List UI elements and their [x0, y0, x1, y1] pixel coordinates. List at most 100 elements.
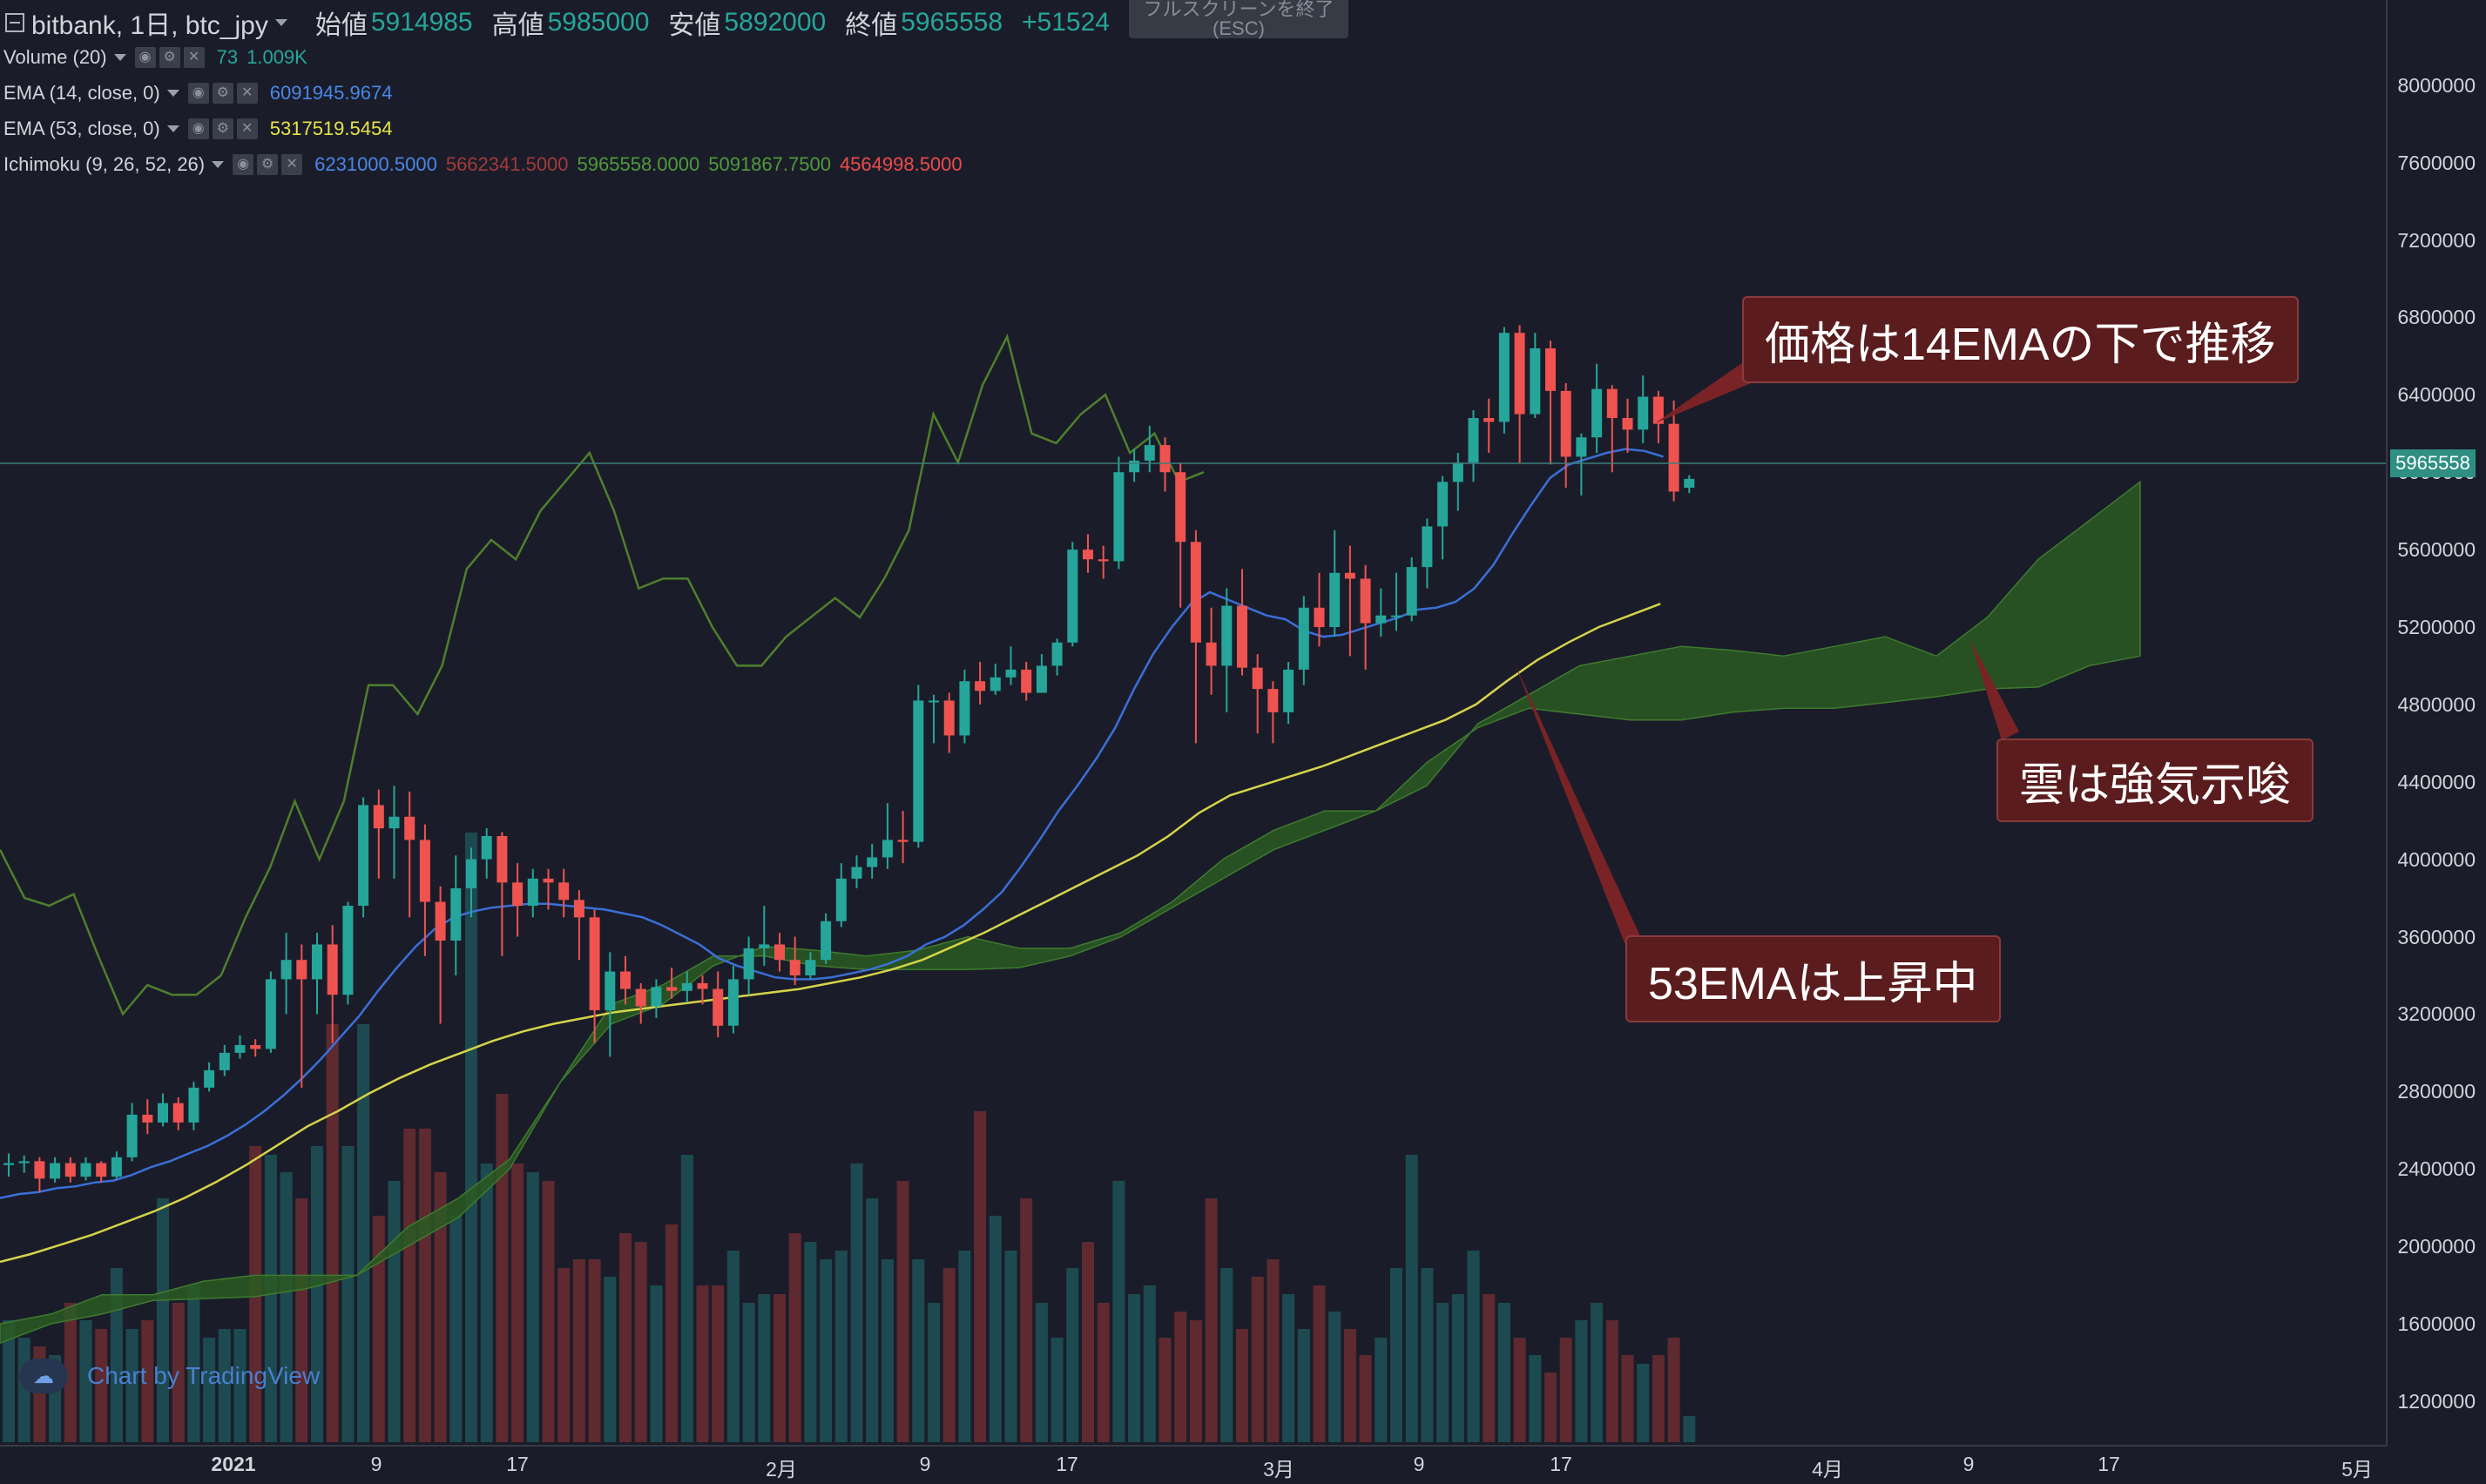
eye-icon[interactable]: ◉ [187, 83, 209, 104]
low-label: 安値 [668, 11, 721, 40]
gear-icon[interactable]: ⚙ [212, 118, 233, 139]
candle-body [204, 1069, 215, 1088]
y-tick-label: 2000000 [2397, 1235, 2476, 1258]
candle-body [1083, 550, 1093, 560]
candle-body [759, 944, 770, 948]
candle-body [111, 1157, 122, 1177]
volume-bar [1251, 1277, 1264, 1442]
chevron-down-icon[interactable] [212, 161, 225, 168]
volume-bar [788, 1233, 801, 1442]
candle-body [388, 816, 400, 829]
ichimoku-cloud [0, 480, 2141, 1345]
x-tick-label: 17 [1056, 1453, 1078, 1475]
close-icon[interactable]: ✕ [236, 83, 258, 104]
candle-body [605, 971, 616, 1010]
close-icon[interactable]: ✕ [236, 118, 258, 139]
volume-bar [1343, 1329, 1356, 1442]
candle-body [929, 700, 939, 703]
gear-icon[interactable]: ⚙ [257, 154, 279, 175]
candle-body [1005, 669, 1017, 678]
volume-bar [1483, 1294, 1496, 1442]
volume-bar [1405, 1155, 1418, 1442]
annotation-cloud[interactable]: 雲は強気示唆 [1996, 739, 2314, 822]
candle-body [913, 700, 924, 842]
indicator-volume[interactable]: Volume (20) ◉ ⚙ ✕ 73 1.009K [3, 42, 307, 73]
candle-body [64, 1163, 76, 1177]
candle-body [50, 1163, 61, 1179]
symbol-title[interactable]: bitbank, 1日, btc_jpy [31, 11, 268, 40]
close-label: 終値 [845, 11, 898, 40]
eye-icon[interactable]: ◉ [134, 47, 156, 68]
ema53-line [0, 603, 1661, 1264]
chevron-down-icon[interactable] [113, 54, 126, 61]
ema14-line [0, 448, 1664, 1199]
volume-bar [866, 1198, 879, 1442]
y-tick-label: 1200000 [2397, 1389, 2476, 1413]
volume-bar [1513, 1338, 1526, 1442]
indicator-ema14[interactable]: EMA (14, close, 0) ◉ ⚙ ✕ 6091945.9674 [3, 78, 392, 109]
eye-icon[interactable]: ◉ [233, 154, 254, 175]
volume-bar [233, 1329, 247, 1442]
indicator-label[interactable]: Ichimoku (9, 26, 52, 26) [3, 153, 206, 175]
indicator-label[interactable]: EMA (14, close, 0) [3, 82, 160, 104]
chevron-down-icon[interactable] [274, 19, 287, 26]
volume-bar [480, 1164, 493, 1442]
indicator-label[interactable]: Volume (20) [3, 46, 107, 68]
eye-icon[interactable]: ◉ [187, 118, 209, 139]
volume-bar [1205, 1198, 1218, 1442]
candle-body [1483, 418, 1495, 422]
chevron-down-icon[interactable] [166, 125, 179, 132]
candle-body [1622, 418, 1633, 430]
volume-bar [1497, 1303, 1510, 1442]
volume-bar [1467, 1251, 1480, 1442]
volume-bar [311, 1146, 323, 1442]
volume-bar [974, 1111, 987, 1442]
candle-body [1344, 572, 1355, 579]
gear-icon[interactable]: ⚙ [212, 83, 233, 104]
candle-body [1051, 642, 1063, 666]
x-tick-label: 17 [2098, 1453, 2120, 1475]
volume-bar [1621, 1355, 1634, 1442]
candle-body [1036, 665, 1047, 693]
candle-body [1237, 605, 1247, 668]
candle-body [1267, 689, 1279, 712]
candle-body [219, 1052, 230, 1070]
indicator-label[interactable]: EMA (53, close, 0) [3, 118, 160, 139]
close-icon[interactable]: ✕ [183, 47, 205, 68]
cloud-icon: ☁ [19, 1359, 68, 1393]
close-icon[interactable]: ✕ [281, 154, 303, 175]
collapse-icon[interactable] [5, 13, 24, 32]
indicator-ema53[interactable]: EMA (53, close, 0) ◉ ⚙ ✕ 5317519.5454 [3, 113, 392, 145]
volume-bar [64, 1303, 77, 1442]
y-tick-label: 1600000 [2397, 1312, 2476, 1335]
volume-bar [3, 1320, 15, 1442]
volume-bar [218, 1329, 231, 1442]
indicator-ichimoku[interactable]: Ichimoku (9, 26, 52, 26) ◉ ⚙ ✕ 6231000.500… [3, 149, 963, 180]
candle-body [358, 805, 369, 906]
annotation-ema14[interactable]: 価格は14EMAの下で推移 [1742, 296, 2299, 383]
volume-bar [403, 1129, 416, 1442]
volume-bar [542, 1181, 555, 1442]
y-tick-label: 2800000 [2397, 1080, 2476, 1103]
candle-body [975, 681, 986, 691]
candle-body [1144, 445, 1155, 461]
chevron-down-icon[interactable] [166, 90, 179, 97]
candle-body [959, 681, 970, 736]
volume-bar [496, 1094, 509, 1442]
gear-icon[interactable]: ⚙ [159, 47, 180, 68]
candle-body [821, 921, 832, 961]
annotation-text: 雲は強気示唆 [2019, 759, 2292, 811]
candle-body [250, 1045, 261, 1049]
annotation-ema53[interactable]: 53EMAは上昇中 [1625, 935, 2001, 1022]
y-tick-label: 7600000 [2397, 151, 2476, 174]
volume-bar [95, 1329, 108, 1442]
candle-body [1406, 567, 1417, 616]
annotation-text: 価格は14EMAの下で推移 [1765, 319, 2276, 370]
exit-fullscreen-overlay[interactable]: フルスクリーンを終了 (ESC) [1129, 0, 1348, 38]
volume-bar [280, 1172, 293, 1442]
volume-bar [881, 1259, 894, 1442]
candle-body [1283, 669, 1294, 712]
current-price-tag: 5965558 [2390, 449, 2476, 477]
tradingview-watermark[interactable]: ☁ Chart by TradingView [19, 1359, 320, 1393]
